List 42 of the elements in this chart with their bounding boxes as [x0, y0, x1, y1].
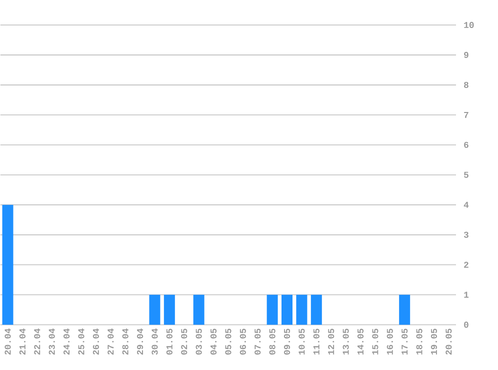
y-tick-label: 9	[464, 52, 468, 58]
x-tick-label: 18.05	[416, 328, 422, 355]
x-tick-label: 04.05	[210, 328, 217, 355]
x-tick-label: 14.05	[357, 328, 364, 355]
x-tick-label: 20.05	[446, 328, 452, 355]
y-tick-label: 3	[464, 232, 468, 238]
x-tick-label: 08.05	[269, 328, 276, 355]
x-tick-label: 01.05	[166, 328, 172, 355]
x-tick-label: 06.05	[240, 328, 246, 355]
y-tick-label: 1	[464, 292, 469, 298]
y-tick-label: 2	[464, 262, 468, 268]
x-tick-label: 26.04	[92, 328, 99, 355]
x-tick-label: 11.05	[313, 328, 320, 355]
x-tick-label: 20.04	[4, 328, 11, 355]
x-tick-label: 02.05	[181, 328, 188, 355]
x-tick-label: 21.04	[19, 328, 26, 355]
x-tick-label: 24.04	[64, 328, 70, 355]
x-tick-label: 17.05	[402, 328, 408, 355]
x-tick-label: 09.05	[284, 328, 290, 355]
x-tick-label: 27.04	[108, 328, 114, 355]
x-tick-label: 23.04	[48, 328, 55, 355]
x-tick-label: 22.04	[34, 328, 40, 355]
x-tick-label: 25.04	[78, 328, 84, 355]
y-tick-label: 7	[464, 112, 468, 118]
x-tick-label: 16.05	[386, 328, 393, 355]
x-tick-label: 13.05	[342, 328, 349, 355]
x-tick-label: 29.04	[136, 328, 144, 355]
x-tick-label: 19.05	[430, 328, 438, 355]
x-tick-label: 07.05	[254, 328, 261, 355]
x-tick-label: 05.05	[225, 328, 232, 355]
y-tick-label: 0	[464, 322, 468, 328]
x-tick-label: 28.04	[122, 328, 128, 355]
y-tick-label: 6	[464, 142, 468, 148]
y-tick-label: 5	[464, 172, 468, 178]
x-tick-label: 15.05	[372, 328, 378, 355]
x-tick-label: 12.05	[328, 328, 334, 355]
x-tick-label: 30.04	[152, 328, 158, 355]
y-tick-label: 8	[464, 82, 468, 88]
x-tick-label: 10.05	[298, 328, 305, 355]
x-tick-label: 03.05	[196, 328, 202, 355]
y-tick-label: 10	[464, 22, 474, 28]
y-tick-label: 4	[464, 202, 469, 208]
